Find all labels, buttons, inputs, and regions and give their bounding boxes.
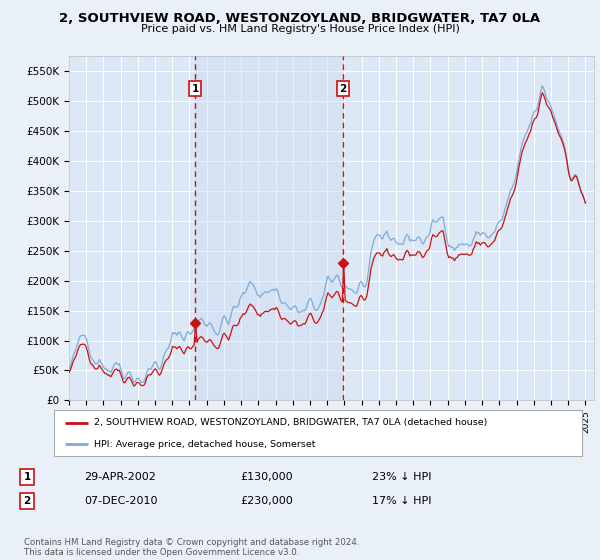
Text: 2: 2 [23, 496, 31, 506]
Text: 23% ↓ HPI: 23% ↓ HPI [372, 472, 431, 482]
Bar [195, 56, 343, 400]
Text: HPI: Average price, detached house, Somerset: HPI: Average price, detached house, Some… [94, 440, 315, 449]
Text: Price paid vs. HM Land Registry's House Price Index (HPI): Price paid vs. HM Land Registry's House … [140, 24, 460, 34]
Text: Contains HM Land Registry data © Crown copyright and database right 2024.
This d: Contains HM Land Registry data © Crown c… [24, 538, 359, 557]
Text: 1: 1 [191, 83, 199, 94]
Text: £230,000: £230,000 [240, 496, 293, 506]
Text: 29-APR-2002: 29-APR-2002 [84, 472, 156, 482]
Text: 2: 2 [340, 83, 347, 94]
Text: 2, SOUTHVIEW ROAD, WESTONZOYLAND, BRIDGWATER, TA7 0LA (detached house): 2, SOUTHVIEW ROAD, WESTONZOYLAND, BRIDGW… [94, 418, 487, 427]
Text: 17% ↓ HPI: 17% ↓ HPI [372, 496, 431, 506]
Text: £130,000: £130,000 [240, 472, 293, 482]
Text: 07-DEC-2010: 07-DEC-2010 [84, 496, 157, 506]
Text: 2, SOUTHVIEW ROAD, WESTONZOYLAND, BRIDGWATER, TA7 0LA: 2, SOUTHVIEW ROAD, WESTONZOYLAND, BRIDGW… [59, 12, 541, 25]
Text: 1: 1 [23, 472, 31, 482]
